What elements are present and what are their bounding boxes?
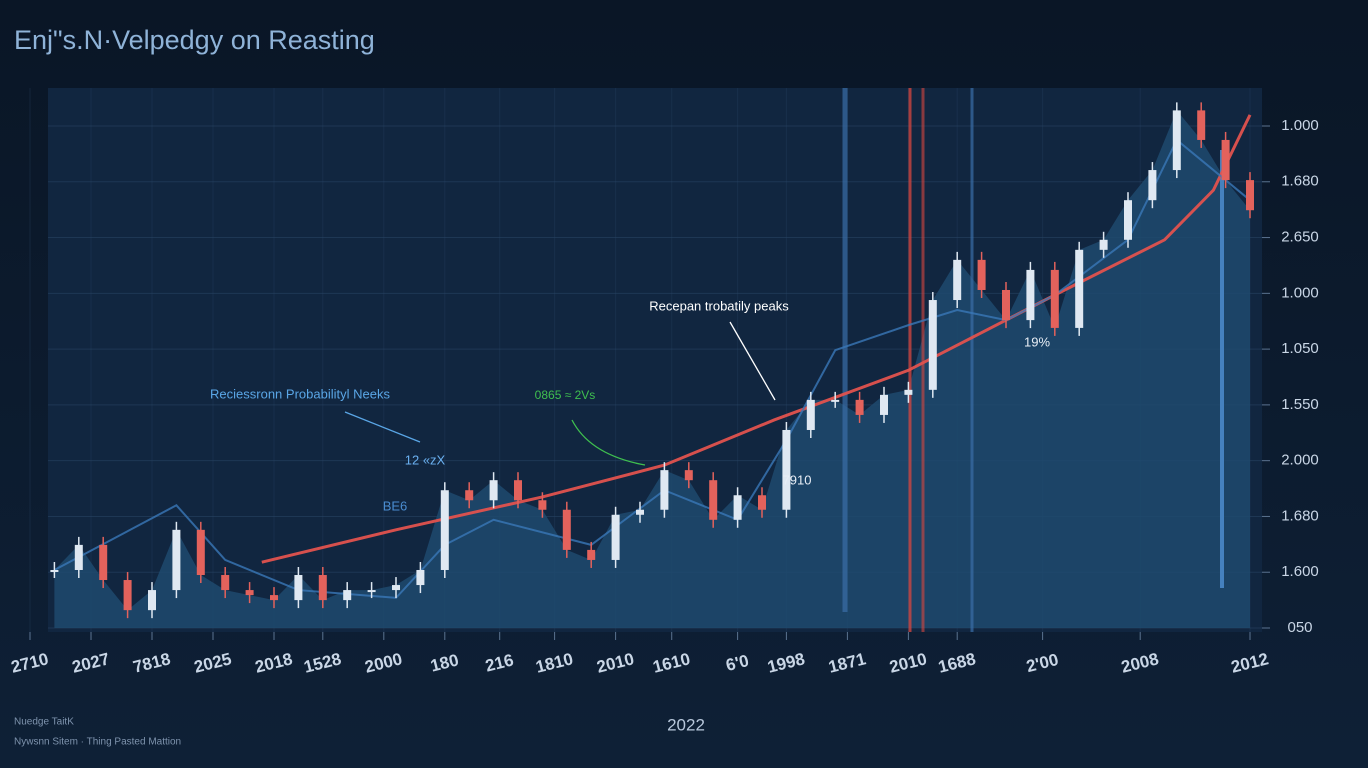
y-tick-label: 2.000 (1281, 452, 1319, 469)
candle-body (50, 569, 59, 572)
chart-title: Enj"s.N·Velpedgy on Reasting (14, 25, 375, 55)
y-tick-label: 1.550 (1281, 396, 1319, 413)
candle-body (294, 575, 303, 601)
candle-body (928, 300, 937, 390)
candle-body (904, 389, 913, 395)
candle-body (782, 429, 791, 510)
candle-body (709, 480, 718, 520)
candle-body (806, 399, 815, 430)
x-tick-label: 6'0 (724, 651, 751, 675)
footer-text: Nuedge TaitK (14, 717, 74, 728)
candle-body (1148, 170, 1157, 201)
candle-body (343, 590, 352, 601)
candle-body (611, 514, 620, 560)
candle-body (684, 470, 693, 481)
annotation: 12 «zX (405, 452, 446, 467)
annotation-arrow (571, 419, 646, 466)
candle-body (660, 470, 669, 510)
y-tick-label: 1.680 (1281, 507, 1319, 524)
annotation: Reciessronn Probabilityl Neeks (210, 386, 390, 401)
candle-body (148, 590, 156, 611)
candle-body (977, 259, 986, 290)
annotation-arrow (344, 411, 421, 443)
candle-body (953, 259, 962, 301)
candle-body (1026, 269, 1035, 321)
price-area (54, 110, 1250, 629)
x-axis-label: 2022 (667, 715, 705, 734)
candle-body (758, 495, 766, 510)
candle-body (636, 509, 644, 515)
candle-body (880, 394, 888, 415)
footer-text: Nywsnn Sitem · Thing Pasted Mattion (14, 737, 181, 748)
candle-body (587, 549, 596, 560)
candle-body (1002, 289, 1010, 321)
candle-body (562, 509, 571, 550)
candle-body (831, 399, 840, 402)
y-tick-label: 050 (1287, 619, 1312, 636)
candle-body (514, 480, 522, 501)
candle-body (245, 590, 254, 596)
candle-body (270, 595, 278, 601)
candle-body (1221, 139, 1230, 181)
candle-body (99, 544, 108, 581)
y-tick-label: 2.650 (1281, 229, 1319, 246)
candle-body (416, 569, 425, 586)
annotation: Recepan trobatily peaks (649, 298, 789, 313)
candle-body (1246, 180, 1254, 211)
y-tick-label: 1.600 (1281, 563, 1319, 580)
trend-line (261, 114, 1252, 564)
y-tick-label: 1.000 (1281, 117, 1319, 134)
candle-body (1124, 200, 1132, 240)
y-tick-label: 1.050 (1281, 340, 1319, 357)
annotation: 7910 (783, 472, 812, 487)
candle-body (855, 399, 864, 415)
candle-body (1099, 239, 1108, 250)
candle-body (440, 490, 449, 570)
annotation: 0865 ≈ 2Vs (535, 388, 596, 402)
y-tick-label: 1.000 (1281, 284, 1319, 301)
marker-lines (842, 88, 1224, 632)
candle-body (367, 590, 376, 593)
candle-body (221, 575, 230, 591)
candle-body (465, 490, 474, 501)
annotation: 19% (1024, 334, 1050, 349)
candle-body (1075, 249, 1084, 328)
annotation: BE6 (383, 498, 408, 513)
candle-body (318, 575, 327, 601)
candle-body (74, 544, 83, 570)
candle-body (123, 580, 132, 611)
annotation-arrow (729, 321, 776, 401)
candle-body (172, 529, 181, 591)
candle-body (1172, 110, 1181, 171)
candle-body (733, 495, 742, 520)
candle-body (489, 480, 498, 501)
candle-body (196, 529, 205, 576)
candle-body (1197, 110, 1206, 140)
y-tick-label: 1.680 (1281, 173, 1319, 190)
candle-body (1050, 269, 1059, 328)
candle-body (392, 585, 400, 591)
candle-body (538, 500, 547, 510)
